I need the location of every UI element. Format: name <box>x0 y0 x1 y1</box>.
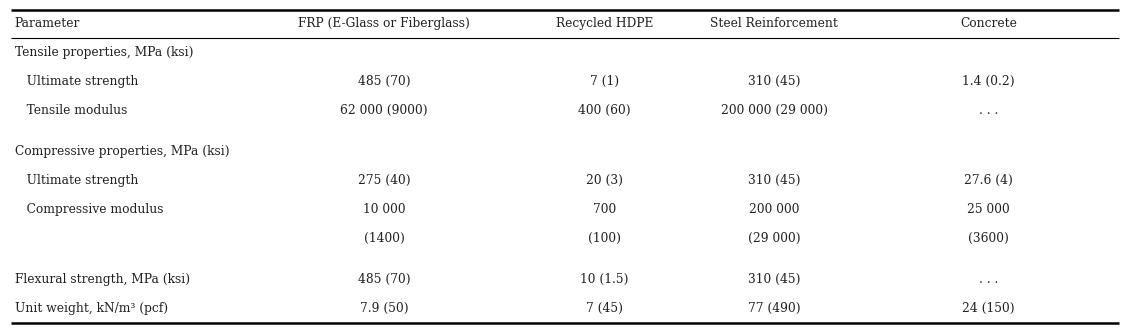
Text: Steel Reinforcement: Steel Reinforcement <box>710 17 838 31</box>
Text: (1400): (1400) <box>364 232 405 245</box>
Text: 24 (150): 24 (150) <box>963 302 1015 315</box>
Text: Flexural strength, MPa (ksi): Flexural strength, MPa (ksi) <box>15 273 190 286</box>
Text: 310 (45): 310 (45) <box>748 174 800 187</box>
Text: 200 000 (29 000): 200 000 (29 000) <box>721 104 827 117</box>
Text: 27.6 (4): 27.6 (4) <box>964 174 1014 187</box>
Text: (3600): (3600) <box>968 232 1009 245</box>
Text: Tensile properties, MPa (ksi): Tensile properties, MPa (ksi) <box>15 46 193 59</box>
Text: 7 (45): 7 (45) <box>586 302 623 315</box>
Text: 485 (70): 485 (70) <box>358 75 410 88</box>
Text: Compressive modulus: Compressive modulus <box>15 203 163 216</box>
Text: Parameter: Parameter <box>15 17 80 31</box>
Text: Ultimate strength: Ultimate strength <box>15 75 138 88</box>
Text: 7 (1): 7 (1) <box>590 75 619 88</box>
Text: Concrete: Concrete <box>960 17 1017 31</box>
Text: . . .: . . . <box>979 273 999 286</box>
Text: Tensile modulus: Tensile modulus <box>15 104 127 117</box>
Text: 200 000: 200 000 <box>749 203 799 216</box>
Text: 310 (45): 310 (45) <box>748 75 800 88</box>
Text: 400 (60): 400 (60) <box>579 104 631 117</box>
Text: 1.4 (0.2): 1.4 (0.2) <box>963 75 1015 88</box>
Text: 20 (3): 20 (3) <box>586 174 623 187</box>
Text: Compressive properties, MPa (ksi): Compressive properties, MPa (ksi) <box>15 145 229 158</box>
Text: 485 (70): 485 (70) <box>358 273 410 286</box>
Text: 10 (1.5): 10 (1.5) <box>581 273 628 286</box>
Text: (100): (100) <box>588 232 622 245</box>
Text: Unit weight, kN/m³ (pcf): Unit weight, kN/m³ (pcf) <box>15 302 168 315</box>
Text: 7.9 (50): 7.9 (50) <box>359 302 409 315</box>
Text: 310 (45): 310 (45) <box>748 273 800 286</box>
Text: FRP (E-Glass or Fiberglass): FRP (E-Glass or Fiberglass) <box>298 17 470 31</box>
Text: (29 000): (29 000) <box>748 232 800 245</box>
Text: 10 000: 10 000 <box>363 203 406 216</box>
Text: 275 (40): 275 (40) <box>358 174 410 187</box>
Text: . . .: . . . <box>979 104 999 117</box>
Text: 62 000 (9000): 62 000 (9000) <box>340 104 428 117</box>
Text: Recycled HDPE: Recycled HDPE <box>556 17 653 31</box>
Text: Ultimate strength: Ultimate strength <box>15 174 138 187</box>
Text: 700: 700 <box>593 203 616 216</box>
Text: 25 000: 25 000 <box>967 203 1010 216</box>
Text: 77 (490): 77 (490) <box>748 302 800 315</box>
